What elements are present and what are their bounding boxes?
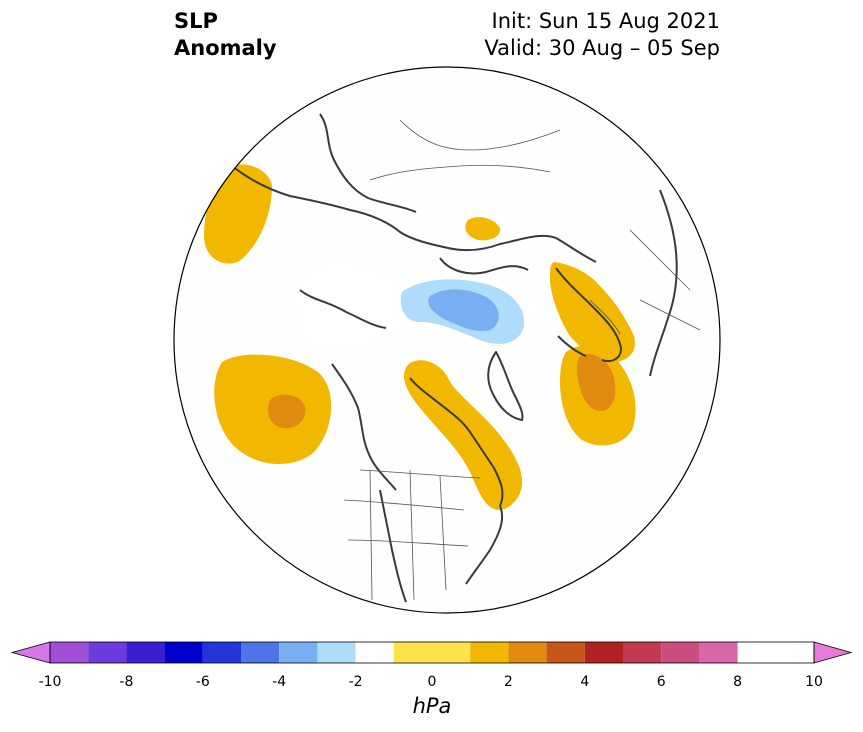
colorbar-segment [88, 642, 127, 663]
colorbar-segment [661, 642, 700, 663]
colorbar-segment [699, 642, 738, 663]
colorbar-tick-label: 4 [580, 674, 590, 690]
anomaly-atlantic-high-core [577, 353, 616, 411]
colorbar-tick-label: -4 [272, 674, 287, 690]
colorbar-segment [508, 642, 547, 663]
colorbar-segment [164, 642, 203, 663]
colorbar-segment [126, 642, 165, 663]
valid-range: Valid: 30 Aug – 05 Sep [484, 36, 720, 60]
colorbar-segment [470, 642, 509, 663]
coastlines [231, 113, 678, 603]
colorbar-tick-label: 0 [427, 674, 437, 690]
colorbar-segment [546, 642, 585, 663]
anomaly-arctic-low-core [428, 289, 499, 332]
colorbar-segment [584, 642, 623, 663]
anomaly-pacific-high-core [268, 394, 306, 429]
colorbar-tick-label: -6 [195, 674, 210, 690]
colorbar-segment [623, 642, 662, 663]
globe-border [173, 66, 721, 614]
title-line-1: SLP [174, 9, 218, 33]
colorbar-frame [49, 641, 815, 664]
anomaly-fill-layer [204, 113, 701, 603]
colorbar-tick-label: -8 [119, 674, 134, 690]
init-date: Init: Sun 15 Aug 2021 [491, 9, 720, 33]
colorbar-tick-label: 6 [656, 674, 666, 690]
colorbar-segments [50, 642, 738, 663]
colorbar-segment [202, 642, 241, 663]
colorbar-tick-label: 8 [733, 674, 743, 690]
colorbar-tick-label: 2 [503, 674, 513, 690]
colorbar-extend-high [813, 641, 853, 664]
colorbar [10, 641, 853, 664]
anomaly-siberia-high [465, 217, 501, 241]
colorbar-tick-label: -10 [38, 674, 62, 690]
map-title: SLP Anomaly [174, 8, 277, 62]
colorbar-segment [50, 642, 89, 663]
colorbar-segment [317, 642, 356, 663]
colorbar-segment [279, 642, 318, 663]
polar-map [173, 66, 721, 614]
colorbar-segment [241, 642, 280, 663]
colorbar-segment [355, 642, 394, 663]
anomaly-canada-high [404, 360, 523, 510]
title-line-2: Anomaly [174, 36, 277, 60]
anomaly-europe-high [550, 262, 635, 362]
globe-background [174, 67, 720, 613]
colorbar-tick-label: 10 [805, 674, 823, 690]
colorbar-segment [393, 642, 471, 663]
colorbar-unit: hPa [412, 694, 452, 718]
anomaly-alaska-high [204, 164, 272, 264]
colorbar-extend-low [10, 641, 51, 664]
forecast-info: Init: Sun 15 Aug 2021 Valid: 30 Aug – 05… [484, 8, 720, 62]
borders [343, 119, 701, 601]
colorbar-tick-label: -2 [348, 674, 363, 690]
